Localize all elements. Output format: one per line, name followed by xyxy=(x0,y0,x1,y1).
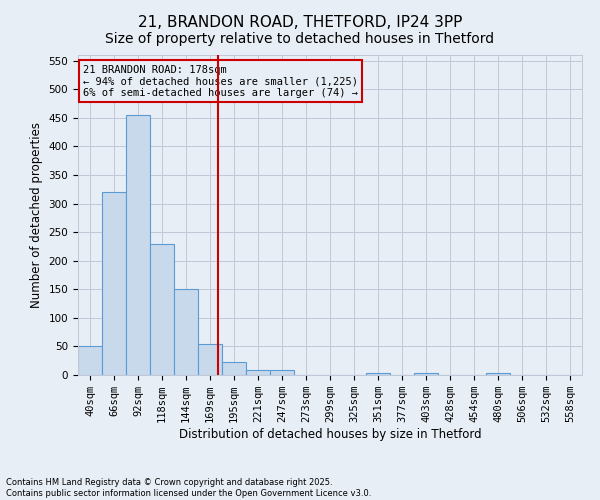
Bar xyxy=(222,362,246,375)
Y-axis label: Number of detached properties: Number of detached properties xyxy=(30,122,43,308)
Bar xyxy=(270,370,294,375)
Bar xyxy=(198,344,222,375)
Bar xyxy=(102,192,126,375)
Bar xyxy=(414,372,438,375)
Text: 21 BRANDON ROAD: 178sqm
← 94% of detached houses are smaller (1,225)
6% of semi-: 21 BRANDON ROAD: 178sqm ← 94% of detache… xyxy=(83,64,358,98)
Bar xyxy=(246,370,270,375)
Bar xyxy=(78,346,102,375)
Text: Contains HM Land Registry data © Crown copyright and database right 2025.
Contai: Contains HM Land Registry data © Crown c… xyxy=(6,478,371,498)
Bar xyxy=(126,115,150,375)
Bar xyxy=(174,290,198,375)
Bar xyxy=(150,244,174,375)
X-axis label: Distribution of detached houses by size in Thetford: Distribution of detached houses by size … xyxy=(179,428,481,441)
Text: Size of property relative to detached houses in Thetford: Size of property relative to detached ho… xyxy=(106,32,494,46)
Text: 21, BRANDON ROAD, THETFORD, IP24 3PP: 21, BRANDON ROAD, THETFORD, IP24 3PP xyxy=(138,15,462,30)
Bar xyxy=(486,372,510,375)
Bar xyxy=(366,372,390,375)
